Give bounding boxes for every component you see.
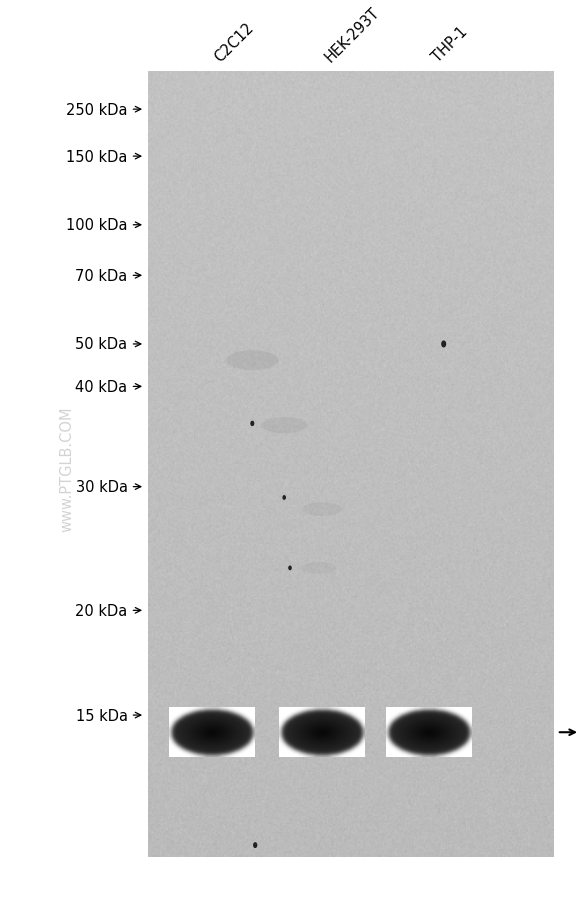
Text: HEK-293T: HEK-293T	[322, 5, 382, 65]
Ellipse shape	[261, 418, 307, 434]
Text: www.PTGLB.COM: www.PTGLB.COM	[59, 407, 74, 531]
Text: 20 kDa: 20 kDa	[75, 603, 128, 618]
Text: 40 kDa: 40 kDa	[75, 380, 128, 394]
Text: 100 kDa: 100 kDa	[66, 218, 128, 233]
Circle shape	[254, 842, 256, 848]
Text: 70 kDa: 70 kDa	[75, 269, 128, 283]
Text: 250 kDa: 250 kDa	[66, 103, 128, 117]
Ellipse shape	[302, 563, 336, 575]
Circle shape	[289, 566, 291, 570]
Text: 150 kDa: 150 kDa	[66, 150, 128, 164]
Text: C2C12: C2C12	[212, 20, 256, 65]
Text: 30 kDa: 30 kDa	[75, 480, 128, 494]
Text: 15 kDa: 15 kDa	[75, 708, 128, 723]
Circle shape	[442, 342, 445, 347]
Ellipse shape	[302, 503, 342, 516]
Circle shape	[283, 496, 285, 500]
Text: THP-1: THP-1	[429, 24, 470, 65]
Text: 50 kDa: 50 kDa	[75, 337, 128, 352]
Circle shape	[251, 422, 253, 426]
Ellipse shape	[226, 351, 278, 371]
